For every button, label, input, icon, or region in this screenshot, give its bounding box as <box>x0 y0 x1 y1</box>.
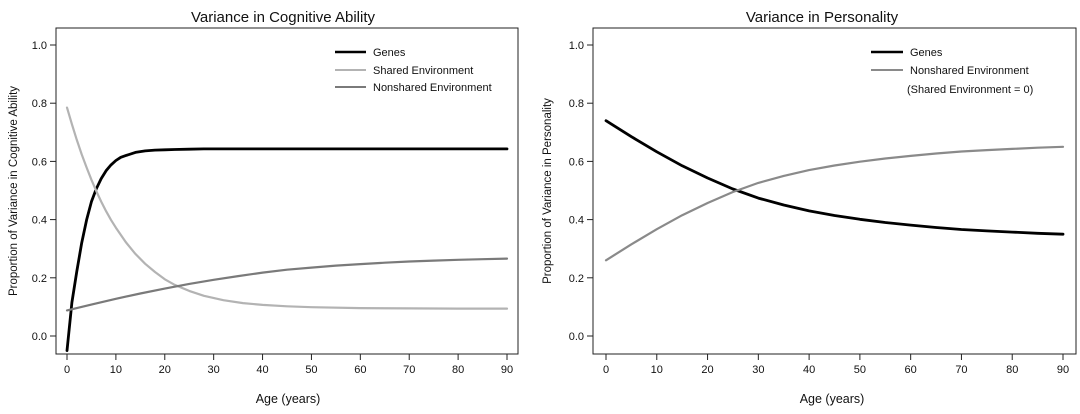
plot-frame <box>592 27 1077 355</box>
x-tick-label: 50 <box>305 364 317 376</box>
x-tick-label: 20 <box>701 364 713 376</box>
chart-title: Variance in Cognitive Ability <box>191 9 375 26</box>
legend-label-shared-environment: Shared Environment <box>373 65 473 77</box>
x-tick-label: 50 <box>854 364 866 376</box>
y-tick-label: 0.4 <box>32 215 47 227</box>
legend-label-nonshared-environment: Nonshared Environment <box>373 82 492 94</box>
series-lines <box>604 119 1065 262</box>
series-line-shared-environment <box>65 106 509 310</box>
cognitive-ability-panel: Variance in Cognitive Ability Proportion… <box>8 9 519 406</box>
y-tick-label: 0.2 <box>569 273 584 285</box>
y-tick-label: 0.4 <box>569 215 584 227</box>
series-lines <box>65 106 509 353</box>
personality-panel: Variance in Personality Proportion of Va… <box>542 9 1077 406</box>
x-axis-label: Age (years) <box>256 392 321 406</box>
x-tick-label: 70 <box>403 364 415 376</box>
legend: Genes Nonshared Environment (Shared Envi… <box>871 47 1033 96</box>
axis-ticks: 0 10 20 30 40 50 60 70 80 90 0.0 0.2 0.4 0.6 0.8 1.0 <box>569 40 1069 376</box>
x-tick-label: 60 <box>354 364 366 376</box>
x-tick-label: 10 <box>651 364 663 376</box>
chart-title: Variance in Personality <box>746 9 899 26</box>
x-tick-label: 30 <box>752 364 764 376</box>
legend-note: (Shared Environment = 0) <box>907 84 1033 96</box>
x-tick-label: 20 <box>159 364 171 376</box>
y-tick-label: 0.6 <box>32 156 47 168</box>
y-tick-label: 0.8 <box>569 98 584 110</box>
x-tick-label: 0 <box>64 364 70 376</box>
plot-frame <box>55 27 519 355</box>
y-tick-label: 0.0 <box>32 331 47 343</box>
x-tick-label: 80 <box>1006 364 1018 376</box>
y-tick-label: 0.2 <box>32 273 47 285</box>
legend-label-nonshared-environment: Nonshared Environment <box>910 65 1029 77</box>
x-tick-label: 30 <box>208 364 220 376</box>
legend-label-genes: Genes <box>910 47 943 59</box>
series-line-nonshared-environment <box>65 257 509 312</box>
y-tick-label: 0.0 <box>569 331 584 343</box>
x-tick-label: 40 <box>256 364 268 376</box>
x-tick-label: 80 <box>452 364 464 376</box>
axis-ticks: 0 10 20 30 40 50 60 70 80 90 0.0 0.2 0.4 0.6 0.8 1.0 <box>32 40 513 376</box>
x-tick-label: 10 <box>110 364 122 376</box>
series-line-genes <box>604 119 1065 236</box>
legend-label-genes: Genes <box>373 47 406 59</box>
x-tick-label: 0 <box>603 364 609 376</box>
y-tick-label: 0.6 <box>569 156 584 168</box>
series-line-genes <box>65 147 509 353</box>
x-tick-label: 90 <box>1057 364 1069 376</box>
series-line-nonshared-environment <box>604 145 1065 262</box>
y-tick-label: 1.0 <box>569 40 584 52</box>
x-axis-label: Age (years) <box>800 392 865 406</box>
y-tick-label: 1.0 <box>32 40 47 52</box>
x-tick-label: 70 <box>955 364 967 376</box>
x-tick-label: 60 <box>905 364 917 376</box>
y-axis-label: Proportion of Variance in Cognitive Abil… <box>8 86 20 296</box>
x-tick-label: 90 <box>501 364 513 376</box>
legend: Genes Shared Environment Nonshared Envir… <box>335 47 492 94</box>
y-tick-label: 0.8 <box>32 98 47 110</box>
x-tick-label: 40 <box>803 364 815 376</box>
y-axis-label: Proportion of Variance in Personality <box>542 98 554 284</box>
